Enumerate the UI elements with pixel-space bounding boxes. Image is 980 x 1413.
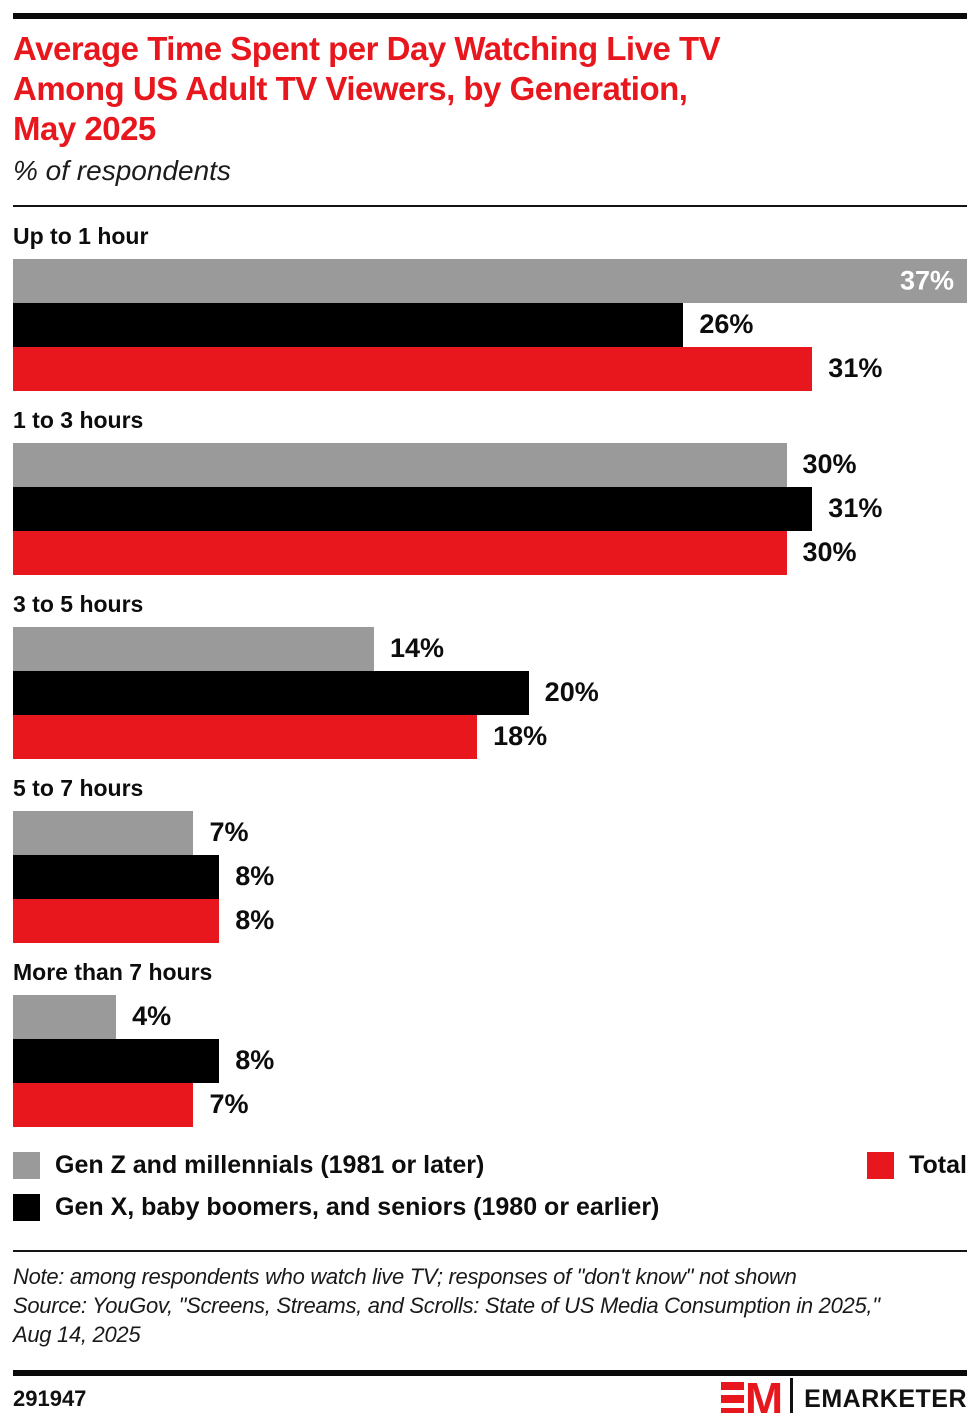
bar-value-label: 7% — [209, 817, 249, 848]
em-monogram-icon: M — [720, 1373, 783, 1413]
legend: Gen Z and millennials (1981 or later) To… — [13, 1151, 967, 1222]
bar-total — [13, 1082, 194, 1127]
emarketer-logo: M EMARKETER — [720, 1373, 967, 1413]
bar-row: 26% — [13, 302, 967, 347]
logo-e-bars-icon — [720, 1382, 744, 1413]
bar-gen-z — [13, 258, 967, 303]
bar-value-label: 4% — [132, 1001, 172, 1032]
bar-total — [13, 714, 478, 759]
bar-value-label: 20% — [544, 677, 599, 708]
category-label: 5 to 7 hours — [13, 774, 144, 801]
logo-m-letter: M — [744, 1373, 783, 1413]
bar-value-label: 8% — [235, 905, 275, 936]
bottom-divider — [13, 1370, 967, 1376]
bar-group-3-to-5-hours: 3 to 5 hours 14% 20% 18% — [13, 591, 967, 759]
logo-divider — [790, 1378, 794, 1413]
legend-row: Gen X, baby boomers, and seniors (1980 o… — [13, 1193, 967, 1222]
bar-row: 20% — [13, 670, 967, 715]
bar-gen-x — [13, 670, 529, 715]
bar-row: 37% — [13, 258, 967, 303]
bar-row: 31% — [13, 346, 967, 391]
bar-row: 31% — [13, 486, 967, 531]
chart-subtitle: % of respondents — [13, 154, 231, 186]
legend-row: Gen Z and millennials (1981 or later) To… — [13, 1151, 967, 1180]
note-text: Note: among respondents who watch live T… — [13, 1263, 797, 1289]
source-text: Source: YouGov, "Screens, Streams, and S… — [13, 1292, 880, 1347]
bar-chart: Up to 1 hour 37% 26% 31% 1 to 3 hours 30… — [13, 223, 967, 1127]
bar-row: 4% — [13, 994, 967, 1039]
bar-value-label: 8% — [235, 861, 275, 892]
legend-label: Gen X, baby boomers, and seniors (1980 o… — [55, 1192, 660, 1221]
category-label: 1 to 3 hours — [13, 406, 144, 433]
bar-group-5-to-7-hours: 5 to 7 hours 7% 8% 8% — [13, 775, 967, 943]
category-label: 3 to 5 hours — [13, 590, 144, 617]
top-divider — [13, 13, 967, 19]
bar-total — [13, 898, 220, 943]
bar-value-label: 8% — [235, 1045, 275, 1076]
bar-value-label: 7% — [209, 1089, 249, 1120]
legend-swatch-gray — [13, 1151, 40, 1179]
bar-gen-z — [13, 626, 374, 671]
legend-item-gen-x: Gen X, baby boomers, and seniors (1980 o… — [13, 1193, 659, 1222]
bar-value-label: 31% — [828, 493, 883, 524]
bar-row: 7% — [13, 1082, 967, 1127]
bar-row: 30% — [13, 442, 967, 487]
bar-value-label: 31% — [828, 353, 883, 384]
legend-swatch-red — [867, 1151, 895, 1179]
bar-row: 18% — [13, 714, 967, 759]
bar-gen-x — [13, 854, 220, 899]
footnote-divider — [13, 1249, 967, 1252]
legend-item-total: Total — [867, 1151, 967, 1180]
brand-wordmark: EMARKETER — [804, 1384, 967, 1413]
bar-gen-x — [13, 486, 813, 531]
bar-value-label: 26% — [699, 309, 754, 340]
bar-gen-x — [13, 302, 684, 347]
bar-row: 30% — [13, 530, 967, 575]
bar-total — [13, 530, 787, 575]
chart-id: 291947 — [13, 1386, 87, 1411]
category-label: More than 7 hours — [13, 958, 213, 985]
bar-value-label: 30% — [802, 449, 857, 480]
bar-row: 14% — [13, 626, 967, 671]
bar-value-label: 14% — [389, 633, 445, 664]
bar-gen-z — [13, 810, 194, 855]
bar-value-label: 18% — [493, 721, 548, 752]
bar-group-1-to-3-hours: 1 to 3 hours 30% 31% 30% — [13, 407, 967, 575]
bar-group-up-to-1-hour: Up to 1 hour 37% 26% 31% — [13, 223, 967, 391]
legend-item-gen-z: Gen Z and millennials (1981 or later) — [13, 1151, 484, 1180]
bar-row: 8% — [13, 898, 967, 943]
bar-row: 8% — [13, 1038, 967, 1083]
bar-row: 7% — [13, 810, 967, 855]
chart-page: Average Time Spent per Day Watching Live… — [0, 13, 980, 1413]
bar-group-more-than-7-hours: More than 7 hours 4% 8% 7% — [13, 959, 967, 1127]
bar-value-label: 30% — [802, 537, 857, 568]
legend-swatch-black — [13, 1193, 40, 1221]
legend-label: Total — [909, 1150, 967, 1179]
footer: 291947 M EMARKETER — [13, 1373, 967, 1413]
legend-label: Gen Z and millennials (1981 or later) — [55, 1150, 485, 1179]
chart-title: Average Time Spent per Day Watching Live… — [13, 30, 721, 147]
bar-value-label: 37% — [899, 265, 954, 296]
footnote: Note: among respondents who watch live T… — [13, 1262, 967, 1349]
header-divider — [13, 204, 967, 207]
bar-total — [13, 346, 813, 391]
bar-gen-x — [13, 1038, 220, 1083]
bar-gen-z — [13, 994, 117, 1039]
bar-gen-z — [13, 442, 787, 487]
bar-row: 8% — [13, 854, 967, 899]
category-label: Up to 1 hour — [13, 222, 149, 249]
